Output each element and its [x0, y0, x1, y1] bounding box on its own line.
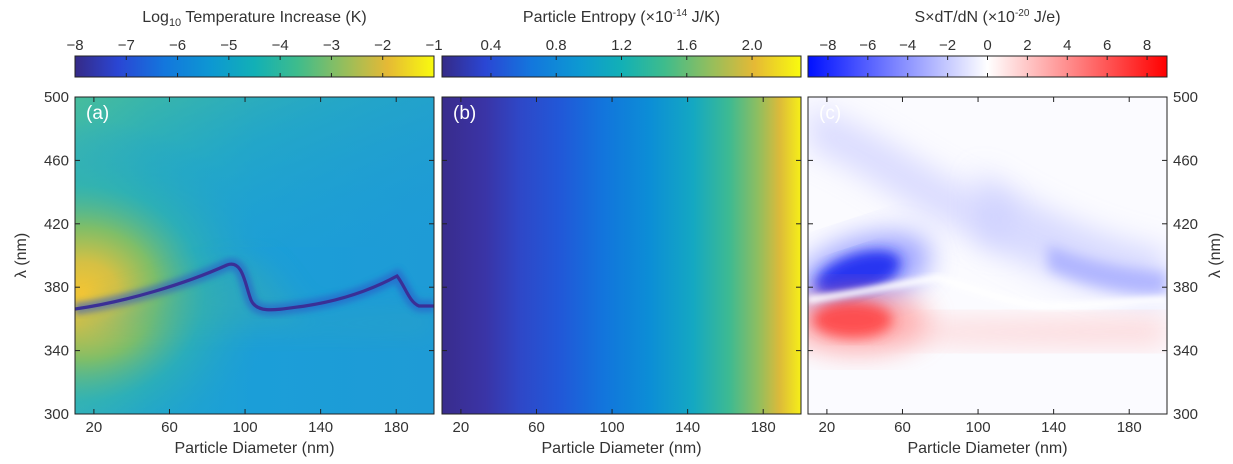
- colorbar-tick-label: −7: [118, 37, 135, 54]
- colorbar-tick-label: 0.4: [481, 37, 502, 54]
- colorbar-tick-label: −1: [425, 37, 442, 54]
- y-tick-label-right: 460: [1173, 152, 1198, 169]
- x-tick-label: 100: [233, 419, 258, 436]
- colorbar-tick-label: 2.0: [742, 37, 763, 54]
- title-subscript: 10: [169, 17, 181, 29]
- x-tick-label: 180: [751, 419, 776, 436]
- title-superscript: -20: [1015, 8, 1030, 19]
- colorbar-a: −8 −7 −6 −5 −4 −3 −2 −1 Log10 Temperature Increa…: [66, 9, 443, 78]
- colorbar-a-title: Log10 Temperature Increase (K): [142, 9, 367, 29]
- panel-a-frame: [74, 96, 435, 415]
- colorbar-tick-label: −2: [374, 37, 391, 54]
- colorbar-tick-label: −8: [819, 37, 836, 54]
- y-tick-label: 500: [44, 89, 69, 106]
- heatmap-a-hotspot: [75, 97, 434, 414]
- y-axis-label-right: λ (nm): [1207, 233, 1224, 278]
- title-rest: Temperature Increase (K): [181, 9, 367, 26]
- colorbar-tick-label: 1.6: [676, 37, 697, 54]
- title-superscript: -14: [673, 8, 688, 19]
- title-rest: J/e): [1029, 9, 1060, 26]
- y-tick-label-right: 300: [1173, 406, 1198, 423]
- y-tick-label: 380: [44, 279, 69, 296]
- heatmap-c-red-lobe-core: [813, 302, 893, 338]
- colorbar-tick-label: −6: [859, 37, 876, 54]
- y-tick-label: 460: [44, 152, 69, 169]
- y-tick-label: 340: [44, 343, 69, 360]
- x-tick-label: 60: [528, 419, 545, 436]
- x-tick-label: 140: [1041, 419, 1066, 436]
- panel-label-b: (b): [453, 103, 476, 124]
- x-tick-label: 20: [819, 419, 836, 436]
- x-tick-label: 180: [384, 419, 409, 436]
- y-axis-label: λ (nm): [13, 233, 30, 278]
- title-main: Particle Entropy (×10: [523, 9, 673, 26]
- panel-b-heatmap: [442, 97, 801, 414]
- y-tick-label-right: 420: [1173, 216, 1198, 233]
- colorbar-tick-label: 6: [1103, 37, 1111, 54]
- colorbar-c-title: S×dT/dN (×10-20 J/e): [914, 8, 1060, 26]
- colorbar-a-gradient: [74, 55, 435, 78]
- heatmap-a-resonance-curve: [75, 262, 434, 312]
- x-axis-label: Particle Diameter (nm): [907, 440, 1067, 457]
- panel-c-axes: 20 60 100 140 180 Particle Diameter (nm) 300 34…: [807, 89, 1224, 457]
- title-main: Log: [142, 9, 169, 26]
- x-axis-label: Particle Diameter (nm): [174, 440, 334, 457]
- x-tick-label: 140: [675, 419, 700, 436]
- panel-label-c: (c): [819, 103, 841, 124]
- x-tick-label: 20: [86, 419, 103, 436]
- colorbar-c: −8 −6 −4 −2 0 2 4 6 8 S×dT/dN (×10-20 J/e): [807, 8, 1168, 78]
- colorbar-tick-label: 8: [1143, 37, 1151, 54]
- panel-label-a: (a): [86, 103, 109, 124]
- x-tick-label: 180: [1117, 419, 1142, 436]
- y-tick-label-right: 340: [1173, 343, 1198, 360]
- heatmap-c-zero-ridge: [808, 274, 1167, 310]
- colorbar-b-title: Particle Entropy (×10-14 J/K): [523, 8, 720, 26]
- x-axis-label: Particle Diameter (nm): [541, 440, 701, 457]
- colorbar-tick-label: −6: [169, 37, 186, 54]
- colorbar-tick-label: 0: [983, 37, 991, 54]
- x-tick-label: 20: [453, 419, 470, 436]
- heatmap-c-red-band: [898, 318, 1167, 345]
- panel-b-axes: 20 60 100 140 180 Particle Diameter (nm) (b): [441, 96, 802, 457]
- heatmap-b-background: [442, 97, 801, 414]
- panel-a-heatmap: [75, 97, 434, 414]
- y-tick-label-right: 500: [1173, 89, 1198, 106]
- colorbar-tick-label: 2: [1023, 37, 1031, 54]
- y-tick-label-right: 380: [1173, 279, 1198, 296]
- x-tick-label: 60: [894, 419, 911, 436]
- x-tick-label: 140: [308, 419, 333, 436]
- colorbar-tick-label: −3: [323, 37, 340, 54]
- x-tick-label: 60: [161, 419, 178, 436]
- title-rest: J/K): [687, 9, 720, 26]
- colorbar-tick-label: 4: [1063, 37, 1071, 54]
- x-tick-label: 100: [600, 419, 625, 436]
- heatmap-c-upper-band: [808, 105, 1008, 250]
- colorbar-tick-label: −8: [66, 37, 83, 54]
- colorbar-tick-label: −2: [939, 37, 956, 54]
- colorbar-tick-label: −4: [899, 37, 916, 54]
- y-tick-label: 300: [44, 406, 69, 423]
- x-tick-label: 100: [966, 419, 991, 436]
- colorbar-tick-label: −4: [272, 37, 289, 54]
- colorbar-b: 0.4 0.8 1.2 1.6 2.0 Particle Entropy (×10-14 …: [441, 8, 802, 78]
- heatmap-c-right-blue: [1048, 245, 1167, 295]
- panel-b-frame: [441, 96, 802, 415]
- y-tick-label: 420: [44, 216, 69, 233]
- colorbar-tick-label: −5: [220, 37, 237, 54]
- colorbar-tick-label: 1.2: [611, 37, 632, 54]
- panel-c-frame: [807, 96, 1168, 415]
- panel-c-heatmap: [808, 97, 1167, 414]
- title-main: S×dT/dN (×10: [914, 9, 1015, 26]
- colorbar-tick-label: 0.8: [546, 37, 567, 54]
- panel-a-axes: 20 60 100 140 180 Particle Diameter (nm) 300 34…: [13, 89, 435, 457]
